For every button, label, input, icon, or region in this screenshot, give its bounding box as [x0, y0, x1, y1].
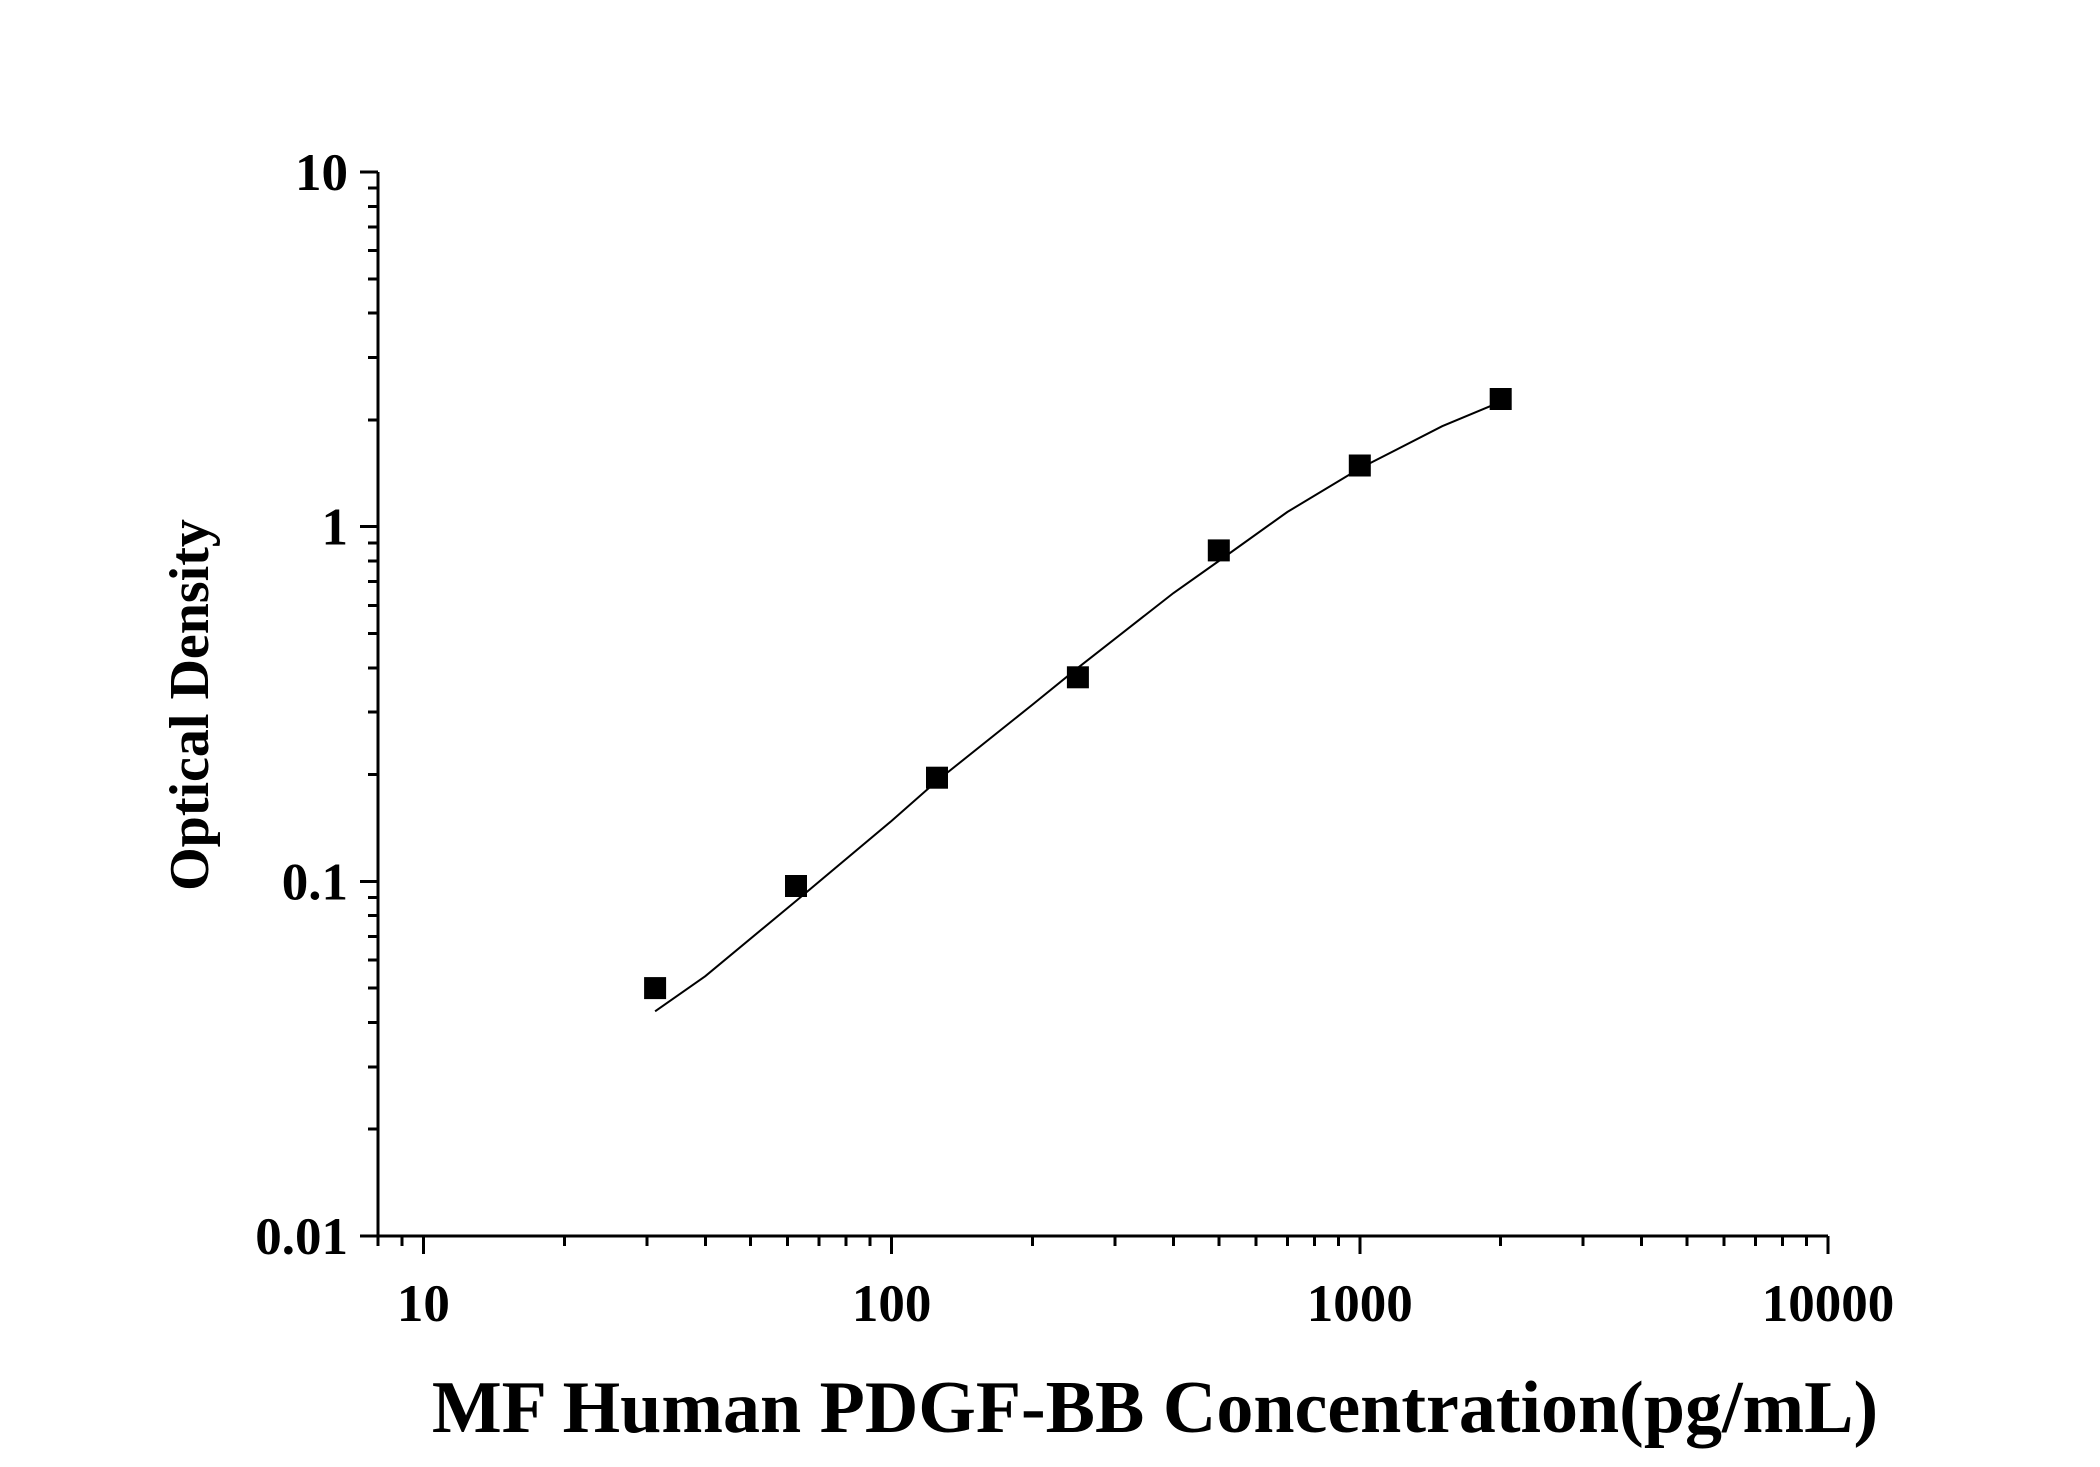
y-tick-label: 1	[322, 499, 349, 557]
x-tick-label: 10000	[1762, 1275, 1895, 1333]
y-tick-label: 0.1	[282, 853, 348, 911]
data-point	[1348, 454, 1371, 477]
y-tick-label: 0.01	[255, 1208, 348, 1266]
data-point	[1207, 539, 1230, 562]
data-point	[1066, 666, 1089, 689]
y-tick-label: 10	[295, 144, 348, 202]
y-axis-title: Optical Density	[159, 519, 221, 891]
x-axis-title: MF Human PDGF-BB Concentration(pg/mL)	[432, 1367, 1878, 1449]
axes	[360, 170, 1830, 1254]
data-point	[1489, 388, 1512, 410]
x-tick-label: 1000	[1307, 1275, 1413, 1333]
x-tick-label: 100	[852, 1275, 932, 1333]
fit-curve-layer	[654, 400, 1502, 1013]
data-point	[785, 875, 807, 897]
tick-labels-layer: 0.01 0.1 1 10 10 100 1000 10000	[255, 144, 1894, 1333]
data-point	[644, 977, 667, 1000]
fit-curve-line	[654, 400, 1502, 1013]
x-tick-label: 10	[397, 1275, 450, 1333]
data-point	[926, 766, 948, 789]
data-points-layer	[644, 388, 1512, 1000]
